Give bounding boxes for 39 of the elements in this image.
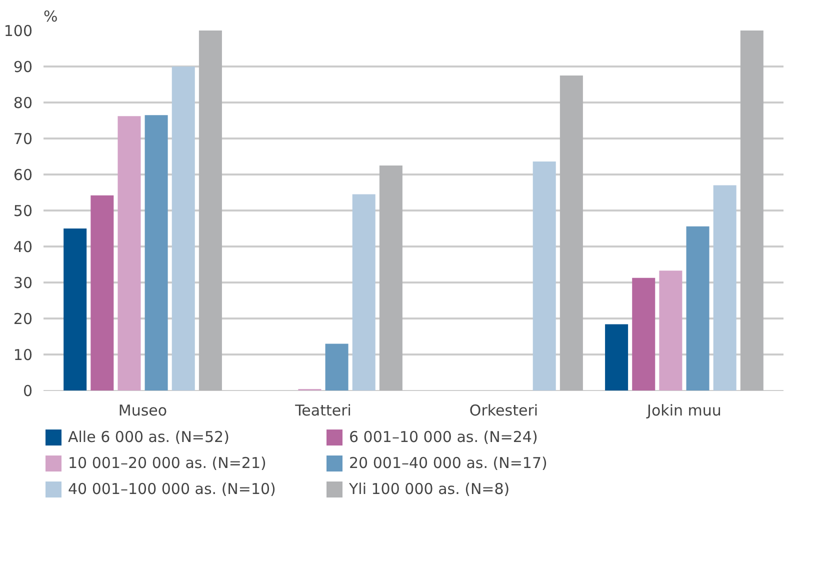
- y-tick-label: 100: [4, 22, 33, 40]
- y-tick-label: 50: [13, 202, 33, 220]
- bar: [713, 185, 736, 390]
- legend-label: 20 001–40 000 as. (N=17): [349, 454, 548, 472]
- bar: [64, 228, 87, 390]
- y-tick-label: 20: [13, 310, 33, 328]
- y-tick-label: 10: [13, 346, 33, 364]
- y-tick-label: 60: [13, 166, 33, 184]
- bar: [659, 270, 682, 390]
- bar: [379, 166, 402, 390]
- bar: [632, 278, 656, 390]
- y-tick-label: 30: [13, 274, 33, 292]
- bar: [532, 162, 556, 390]
- legend-label: 40 001–100 000 as. (N=10): [68, 480, 277, 498]
- y-tick-label: 70: [13, 130, 33, 148]
- bar: [118, 116, 141, 390]
- bar: [686, 226, 710, 390]
- x-tick-label: Teatteri: [294, 402, 352, 420]
- x-tick-label: Museo: [118, 402, 168, 420]
- bar: [605, 324, 628, 390]
- bar: [198, 30, 222, 390]
- legend-label: Alle 6 000 as. (N=52): [68, 428, 230, 446]
- bar: [172, 66, 195, 390]
- bar: [144, 115, 168, 390]
- x-tick-label: Jokin muu: [646, 402, 722, 420]
- bar: [352, 194, 376, 390]
- legend-label: Yli 100 000 as. (N=8): [349, 480, 511, 498]
- legend-label: 6 001–10 000 as. (N=24): [349, 428, 539, 446]
- bar: [740, 30, 764, 390]
- y-tick-label: 90: [13, 58, 33, 76]
- y-tick-label: 80: [13, 94, 33, 112]
- bar: [325, 344, 348, 390]
- legend-label: 10 001–20 000 as. (N=21): [68, 454, 268, 472]
- x-tick-label: Orkesteri: [469, 402, 538, 420]
- y-tick-label: 0: [22, 382, 33, 400]
- bar: [90, 195, 114, 390]
- bar: [560, 76, 583, 390]
- y-tick-label: 40: [13, 238, 33, 256]
- y-axis-title: %: [44, 8, 58, 26]
